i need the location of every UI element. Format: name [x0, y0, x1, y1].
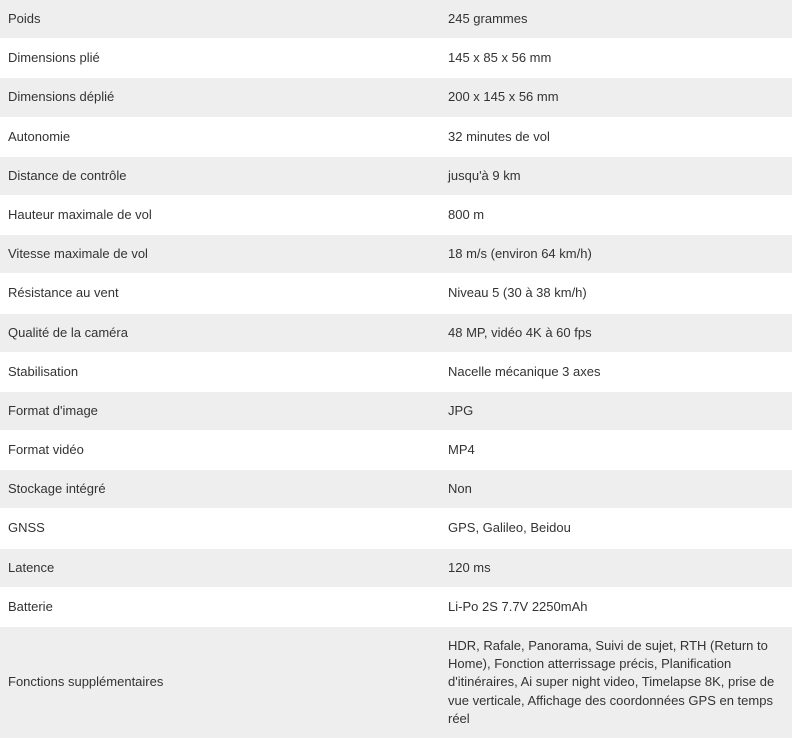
spec-label: Dimensions déplié	[0, 78, 440, 117]
spec-label: Format d'image	[0, 391, 440, 430]
spec-value: jusqu'à 9 km	[440, 156, 792, 195]
specs-table: Poids245 grammesDimensions plié145 x 85 …	[0, 0, 792, 739]
table-row: Format d'imageJPG	[0, 391, 792, 430]
spec-value: 800 m	[440, 195, 792, 234]
spec-label: Format vidéo	[0, 431, 440, 470]
spec-label: Dimensions plié	[0, 39, 440, 78]
table-row: Distance de contrôlejusqu'à 9 km	[0, 156, 792, 195]
spec-value: 200 x 145 x 56 mm	[440, 78, 792, 117]
spec-label: Hauteur maximale de vol	[0, 195, 440, 234]
spec-label: Distance de contrôle	[0, 156, 440, 195]
spec-value: Non	[440, 470, 792, 509]
spec-label: Latence	[0, 548, 440, 587]
table-row: Résistance au ventNiveau 5 (30 à 38 km/h…	[0, 274, 792, 313]
spec-label: Stockage intégré	[0, 470, 440, 509]
specs-tbody: Poids245 grammesDimensions plié145 x 85 …	[0, 0, 792, 738]
spec-value: 32 minutes de vol	[440, 117, 792, 156]
table-row: StabilisationNacelle mécanique 3 axes	[0, 352, 792, 391]
spec-value: JPG	[440, 391, 792, 430]
spec-value: 145 x 85 x 56 mm	[440, 39, 792, 78]
spec-label: Autonomie	[0, 117, 440, 156]
spec-label: Qualité de la caméra	[0, 313, 440, 352]
spec-value: Nacelle mécanique 3 axes	[440, 352, 792, 391]
spec-value: MP4	[440, 431, 792, 470]
table-row: Dimensions déplié200 x 145 x 56 mm	[0, 78, 792, 117]
spec-value: Niveau 5 (30 à 38 km/h)	[440, 274, 792, 313]
spec-label: Résistance au vent	[0, 274, 440, 313]
table-row: BatterieLi-Po 2S 7.7V 2250mAh	[0, 587, 792, 626]
table-row: Qualité de la caméra48 MP, vidéo 4K à 60…	[0, 313, 792, 352]
table-row: Format vidéoMP4	[0, 431, 792, 470]
spec-label: Vitesse maximale de vol	[0, 235, 440, 274]
spec-value: 18 m/s (environ 64 km/h)	[440, 235, 792, 274]
spec-value: 120 ms	[440, 548, 792, 587]
table-row: Fonctions supplémentairesHDR, Rafale, Pa…	[0, 627, 792, 739]
spec-value: GPS, Galileo, Beidou	[440, 509, 792, 548]
table-row: Vitesse maximale de vol18 m/s (environ 6…	[0, 235, 792, 274]
spec-value: 48 MP, vidéo 4K à 60 fps	[440, 313, 792, 352]
spec-label: Poids	[0, 0, 440, 39]
spec-value: Li-Po 2S 7.7V 2250mAh	[440, 587, 792, 626]
table-row: GNSSGPS, Galileo, Beidou	[0, 509, 792, 548]
spec-label: Batterie	[0, 587, 440, 626]
spec-label: GNSS	[0, 509, 440, 548]
table-row: Poids245 grammes	[0, 0, 792, 39]
spec-label: Stabilisation	[0, 352, 440, 391]
table-row: Stockage intégréNon	[0, 470, 792, 509]
table-row: Latence120 ms	[0, 548, 792, 587]
table-row: Autonomie32 minutes de vol	[0, 117, 792, 156]
table-row: Hauteur maximale de vol800 m	[0, 195, 792, 234]
spec-value: 245 grammes	[440, 0, 792, 39]
spec-value: HDR, Rafale, Panorama, Suivi de sujet, R…	[440, 627, 792, 739]
spec-label: Fonctions supplémentaires	[0, 627, 440, 739]
table-row: Dimensions plié145 x 85 x 56 mm	[0, 39, 792, 78]
